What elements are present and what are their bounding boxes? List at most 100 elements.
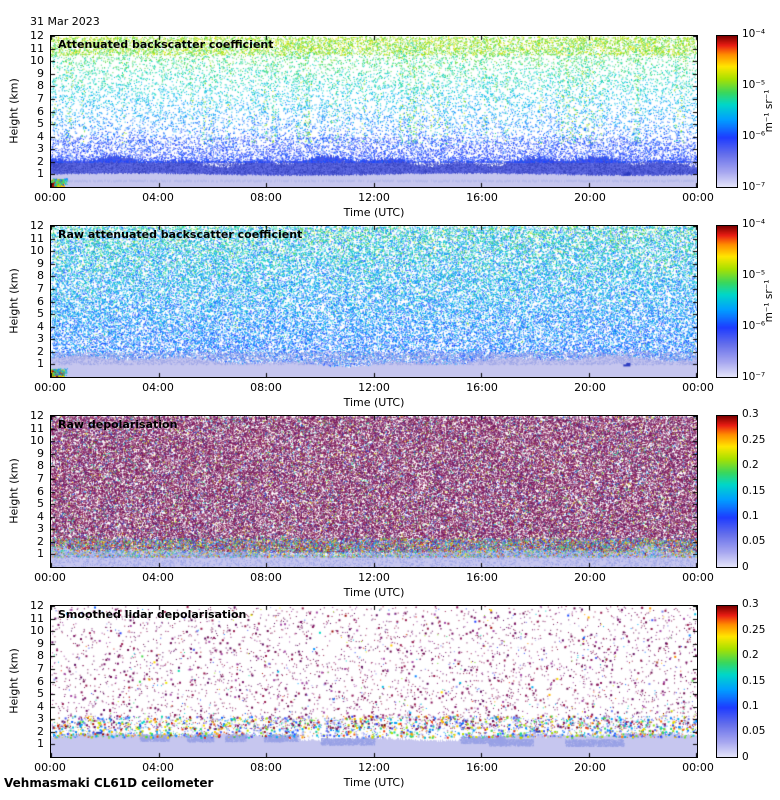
plot-title: Raw attenuated backscatter coefficient: [58, 228, 303, 241]
y-tick-labels: 1 2 3 4 5 6 7 8 9 10 11 12: [0, 29, 46, 188]
heatmap-canvas: [51, 36, 697, 187]
y-tick-label: 12: [30, 219, 44, 232]
colorbar-tick-label: 10⁻⁷: [742, 181, 766, 193]
panel-raw-attenuated-backscatter: Raw attenuated backscatter coefficient H…: [0, 218, 780, 415]
x-tick-label: 00:00: [34, 191, 66, 204]
y-tick-label: 10: [30, 434, 44, 448]
x-tick-label: 04:00: [142, 381, 174, 394]
y-tick-label: 6: [37, 674, 44, 688]
heatmap-canvas: [51, 226, 697, 377]
x-tick-label: 20:00: [574, 571, 606, 584]
y-tick-labels: 1 2 3 4 5 6 7 8 9 10 11 12: [0, 409, 46, 568]
colorbar-tick-labels: 10⁻⁴ 10⁻⁵ 10⁻⁶ 10⁻⁷: [742, 218, 778, 383]
x-tick-labels: 00:00 04:00 08:00 12:00 16:00 20:00 00:00: [34, 381, 714, 395]
colorbar-tick-label: 0.1: [742, 510, 759, 522]
date-label: 31 Mar 2023: [30, 15, 100, 28]
colorbar: [716, 605, 738, 758]
y-tick-label: 11: [30, 231, 44, 245]
x-axis-label: Time (UTC): [343, 586, 405, 599]
y-tick-label: 3: [37, 522, 44, 536]
colorbar-tick-label: 0.15: [742, 484, 766, 497]
x-tick-labels: 00:00 04:00 08:00 12:00 16:00 20:00 00:00: [34, 571, 714, 585]
y-tick-label: 4: [37, 129, 44, 143]
y-tick-label: 10: [30, 244, 44, 258]
y-tick-label: 1: [37, 167, 44, 181]
colorbar-tick-label: 10⁻⁴: [742, 218, 766, 230]
colorbar-gradient: [717, 416, 737, 567]
y-tick-label: 1: [37, 357, 44, 371]
x-tick-label: 12:00: [358, 761, 390, 774]
x-tick-label: 16:00: [466, 381, 498, 394]
colorbar-tick-label: 10⁻⁶: [742, 320, 766, 332]
plot-area: [50, 415, 698, 568]
colorbar-tick-label: 0.25: [742, 623, 766, 636]
x-tick-label: 00:00: [682, 571, 714, 584]
x-tick-label: 00:00: [682, 191, 714, 204]
x-tick-labels: 00:00 04:00 08:00 12:00 16:00 20:00 00:00: [34, 761, 714, 775]
panel-smoothed-lidar-depolarisation: Smoothed lidar depolarisation Height (km…: [0, 598, 780, 795]
colorbar-unit-label: m⁻¹ sr⁻¹: [763, 279, 775, 323]
x-tick-label: 16:00: [466, 761, 498, 774]
colorbar: [716, 415, 738, 568]
x-tick-label: 00:00: [682, 381, 714, 394]
y-tick-label: 9: [37, 446, 44, 460]
y-tick-label: 6: [37, 104, 44, 118]
y-tick-label: 5: [37, 687, 44, 701]
x-tick-label: 08:00: [250, 191, 282, 204]
colorbar-tick-label: 10⁻⁶: [742, 130, 766, 142]
panel-attenuated-backscatter: Attenuated backscatter coefficient Heigh…: [0, 28, 780, 225]
y-tick-label: 1: [37, 547, 44, 561]
x-tick-label: 12:00: [358, 191, 390, 204]
y-tick-label: 12: [30, 409, 44, 422]
y-tick-label: 8: [37, 269, 44, 283]
y-tick-label: 1: [37, 737, 44, 751]
x-tick-label: 00:00: [682, 761, 714, 774]
y-tick-label: 6: [37, 484, 44, 498]
y-tick-label: 7: [37, 661, 44, 675]
y-tick-label: 7: [37, 281, 44, 295]
y-tick-label: 11: [30, 611, 44, 625]
x-tick-label: 04:00: [142, 571, 174, 584]
x-tick-label: 08:00: [250, 381, 282, 394]
y-tick-label: 8: [37, 79, 44, 93]
x-tick-label: 16:00: [466, 191, 498, 204]
x-tick-label: 08:00: [250, 761, 282, 774]
heatmap-canvas: [51, 606, 697, 757]
y-tick-label: 9: [37, 66, 44, 80]
y-tick-label: 8: [37, 459, 44, 473]
x-tick-label: 16:00: [466, 571, 498, 584]
colorbar-tick-label: 0.1: [742, 700, 759, 712]
x-tick-label: 12:00: [358, 381, 390, 394]
colorbar-tick-labels: 0.3 0.25 0.2 0.15 0.1 0.05 0: [742, 408, 778, 573]
y-tick-label: 5: [37, 307, 44, 321]
y-tick-label: 2: [37, 154, 44, 168]
x-tick-label: 20:00: [574, 191, 606, 204]
colorbar-tick-labels: 0.3 0.25 0.2 0.15 0.1 0.05 0: [742, 598, 778, 763]
plot-area: [50, 605, 698, 758]
heatmap-canvas: [51, 416, 697, 567]
y-tick-label: 4: [37, 509, 44, 523]
colorbar-tick-label: 0.2: [742, 458, 759, 471]
y-tick-label: 3: [37, 712, 44, 726]
y-tick-label: 3: [37, 332, 44, 346]
colorbar-gradient: [717, 36, 737, 187]
y-tick-label: 7: [37, 91, 44, 105]
y-tick-labels: 1 2 3 4 5 6 7 8 9 10 11 12: [0, 599, 46, 758]
x-tick-label: 00:00: [34, 761, 66, 774]
y-tick-label: 7: [37, 471, 44, 485]
colorbar-tick-label: 10⁻⁵: [742, 268, 766, 281]
y-tick-label: 6: [37, 294, 44, 308]
y-tick-label: 2: [37, 724, 44, 738]
plot-area: [50, 35, 698, 188]
plot-area: [50, 225, 698, 378]
y-tick-label: 5: [37, 497, 44, 511]
colorbar-tick-label: 10⁻⁵: [742, 78, 766, 91]
colorbar-tick-label: 0.05: [742, 535, 766, 548]
colorbar-tick-label: 0.15: [742, 674, 766, 687]
y-tick-label: 10: [30, 624, 44, 638]
colorbar-unit-label: m⁻¹ sr⁻¹: [763, 89, 775, 133]
y-tick-label: 2: [37, 534, 44, 548]
x-tick-label: 04:00: [142, 191, 174, 204]
y-tick-label: 12: [30, 599, 44, 612]
colorbar-gradient: [717, 226, 737, 377]
